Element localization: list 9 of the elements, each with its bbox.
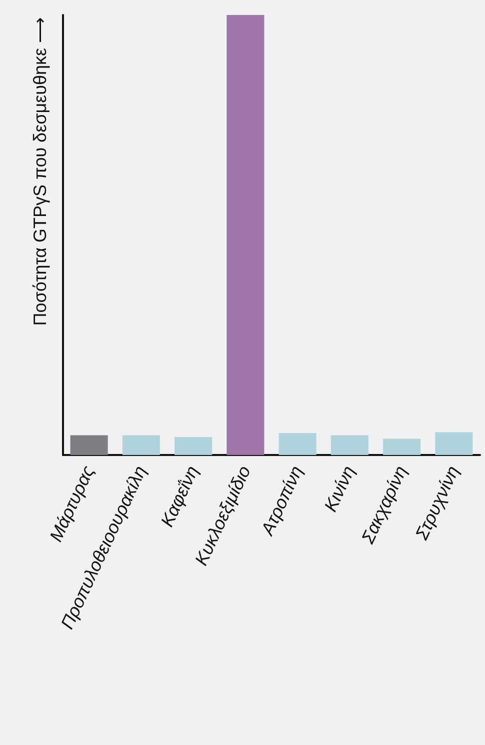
bar <box>174 436 212 455</box>
bar <box>330 435 368 455</box>
y-axis-title: Ποσότητα GTPγS που δεσμευθηκε ⟶ <box>30 17 50 326</box>
bar <box>70 435 108 455</box>
bar <box>226 15 264 455</box>
bar <box>435 432 473 455</box>
bar <box>122 435 160 455</box>
bar <box>383 438 421 455</box>
bar <box>278 433 316 455</box>
